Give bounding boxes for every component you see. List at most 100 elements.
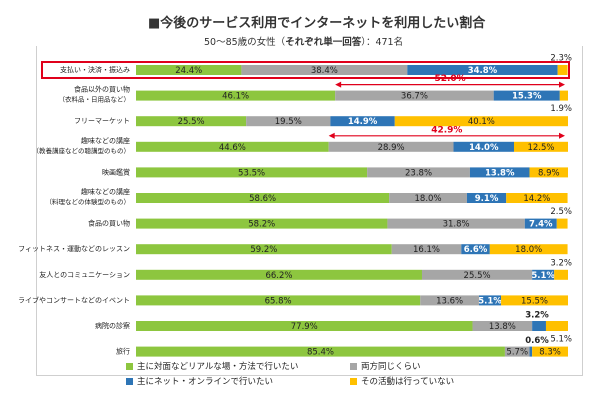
data-label: 59.2% <box>250 245 277 255</box>
data-label: 13.6% <box>436 296 463 306</box>
bracket-arrow-right <box>559 132 565 139</box>
bar-segment <box>493 90 560 101</box>
data-label: 53.5% <box>238 168 265 178</box>
data-label: 8.3% <box>539 348 561 358</box>
data-label: 12.5% <box>527 143 554 153</box>
bar-segment <box>367 167 470 178</box>
bar-segment <box>391 244 462 255</box>
bar-segment <box>421 269 533 280</box>
outside-data-label: 2.5% <box>550 207 572 217</box>
outside-data-label: 1.9% <box>550 104 572 114</box>
data-label: 13.8% <box>485 168 515 178</box>
bar-segment <box>394 116 568 127</box>
data-label: 40.1% <box>468 117 495 127</box>
outside-data-label: 5.1% <box>550 335 572 345</box>
data-label: 18.0% <box>515 245 542 255</box>
bar-segment <box>136 295 421 306</box>
bar-segment <box>136 244 392 255</box>
category-label: 友人とのコミュニケーション <box>39 270 130 279</box>
bar-segment <box>504 346 530 357</box>
bar-segment <box>554 269 568 280</box>
data-label: 46.1% <box>222 92 249 102</box>
data-label: 77.9% <box>291 322 318 332</box>
bar-segment <box>529 346 533 357</box>
bar-segment <box>469 167 530 178</box>
bar-segment <box>472 321 533 331</box>
bar-segment <box>501 295 568 306</box>
bar-segment <box>136 65 242 75</box>
legend-item: 主に対面などリアルな場・方法で行いたい <box>126 360 298 372</box>
data-label: 15.3% <box>512 92 542 102</box>
data-label: 14.9% <box>348 117 378 127</box>
bar-segment <box>136 116 247 127</box>
data-label: 7.4% <box>529 220 553 230</box>
bar-segment <box>532 346 568 357</box>
outside-data-label: 0.6% <box>525 336 549 346</box>
bracket-arrow-left <box>335 81 342 88</box>
data-label: 5.1% <box>478 296 502 306</box>
bar-segment <box>328 141 454 152</box>
category-label: 食品以外の買い物 <box>74 85 130 94</box>
legend-label: 主に対面などリアルな場・方法で行いたい <box>137 362 299 372</box>
bar-segment <box>556 218 568 229</box>
data-label: 14.2% <box>523 194 550 204</box>
data-label: 6.6% <box>464 245 488 255</box>
data-label: 44.6% <box>219 143 246 153</box>
bar-segment <box>136 167 368 178</box>
legend-swatch <box>126 377 133 385</box>
bar-segment <box>407 65 558 75</box>
bar-segment <box>136 346 505 357</box>
subtitle-bold: それぞれ単一回答 <box>285 37 362 48</box>
outside-data-label: 3.2% <box>525 311 549 321</box>
legend-swatch <box>350 362 357 370</box>
bar-segment <box>136 193 390 203</box>
legend-label: その活動は行っていない <box>361 377 455 387</box>
data-label: 25.5% <box>464 271 491 281</box>
data-label: 16.1% <box>413 245 440 255</box>
bracket-arrow-right <box>559 81 565 88</box>
bar-segment <box>241 65 408 75</box>
category-label: 旅行 <box>116 347 130 356</box>
chart-subtitle: 50～85歳の女性（それぞれ単一回答）：471名 <box>204 34 403 48</box>
bracket-label: 52.0% <box>434 74 465 84</box>
bar-segment <box>545 321 568 331</box>
bar-segment <box>136 321 473 331</box>
category-label: 食品の買い物 <box>88 219 130 228</box>
data-label: 85.4% <box>307 348 334 358</box>
category-label: フィットネス・運動などのレッスン <box>18 244 130 253</box>
data-label: 36.7% <box>401 92 428 102</box>
legend-item: 主にネット・オンラインで行いたい <box>126 375 273 387</box>
bar-segment <box>453 141 514 152</box>
bar-segment <box>389 193 467 203</box>
category-label: ライブやコンサートなどのイベント <box>18 295 130 304</box>
bar-segment <box>557 65 568 75</box>
category-label: フリーマーケット <box>74 117 130 125</box>
category-label: 趣味などの講座 <box>81 187 130 196</box>
data-label: 23.8% <box>405 168 432 178</box>
bar-segment <box>529 167 568 178</box>
bar-segment <box>420 295 480 306</box>
bar-segment <box>461 244 490 255</box>
bar-segment <box>335 90 494 101</box>
bar-segment <box>532 269 555 280</box>
bar-segment <box>136 269 422 280</box>
data-label: 34.8% <box>468 66 498 76</box>
category-sublabel: （料理などの体験型のもの） <box>46 197 131 206</box>
bar-segment <box>524 218 557 229</box>
data-label: 24.4% <box>175 66 202 76</box>
data-label: 66.2% <box>265 271 292 281</box>
bar-segment <box>506 193 568 203</box>
bar-segment <box>136 90 336 101</box>
bar-segment <box>466 193 507 203</box>
legend-label: 主にネット・オンラインで行いたい <box>137 377 274 387</box>
bracket-arrow-left <box>328 132 335 139</box>
outside-data-label: 2.3% <box>550 54 572 64</box>
data-label: 8.9% <box>538 168 560 178</box>
data-label: 58.2% <box>248 220 275 230</box>
subtitle-prefix: 50～85歳の女性（ <box>204 37 286 48</box>
data-label: 19.5% <box>275 117 302 127</box>
data-label: 13.8% <box>489 322 516 332</box>
chart-frame <box>36 46 583 376</box>
bar-segment <box>479 295 502 306</box>
data-label: 18.0% <box>415 194 442 204</box>
